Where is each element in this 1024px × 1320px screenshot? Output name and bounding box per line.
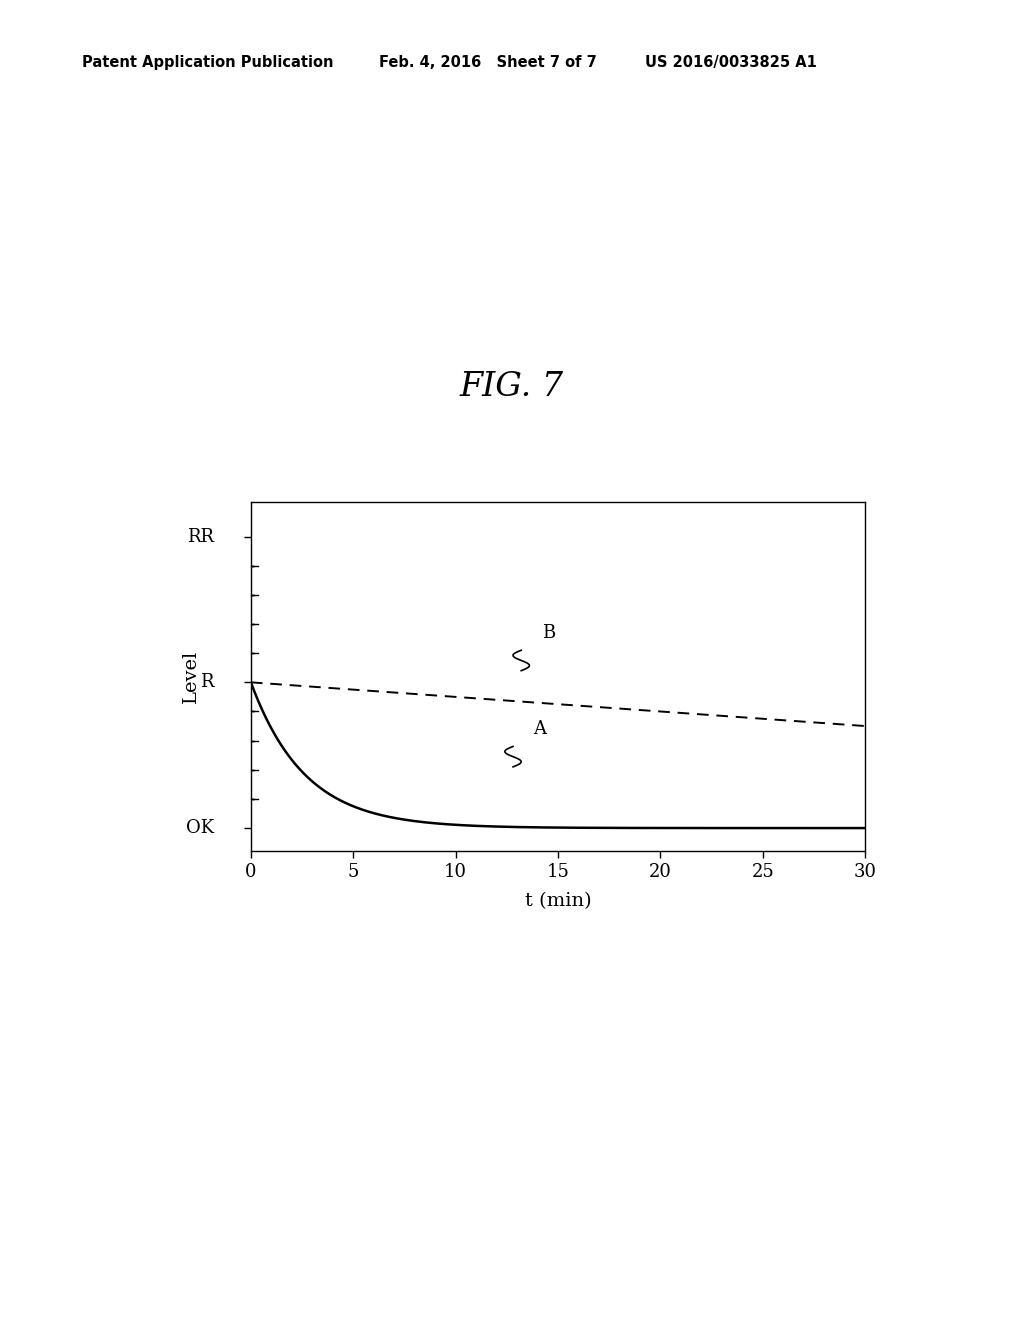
Text: Feb. 4, 2016   Sheet 7 of 7: Feb. 4, 2016 Sheet 7 of 7 [379, 55, 597, 70]
Text: A: A [534, 719, 547, 738]
Text: US 2016/0033825 A1: US 2016/0033825 A1 [645, 55, 817, 70]
Text: B: B [542, 623, 555, 642]
Text: FIG. 7: FIG. 7 [460, 371, 564, 403]
X-axis label: t (min): t (min) [524, 892, 592, 911]
Text: RR: RR [187, 528, 214, 545]
Text: R: R [201, 673, 214, 692]
Y-axis label: Level: Level [182, 649, 200, 704]
Text: OK: OK [186, 820, 214, 837]
Text: Patent Application Publication: Patent Application Publication [82, 55, 334, 70]
